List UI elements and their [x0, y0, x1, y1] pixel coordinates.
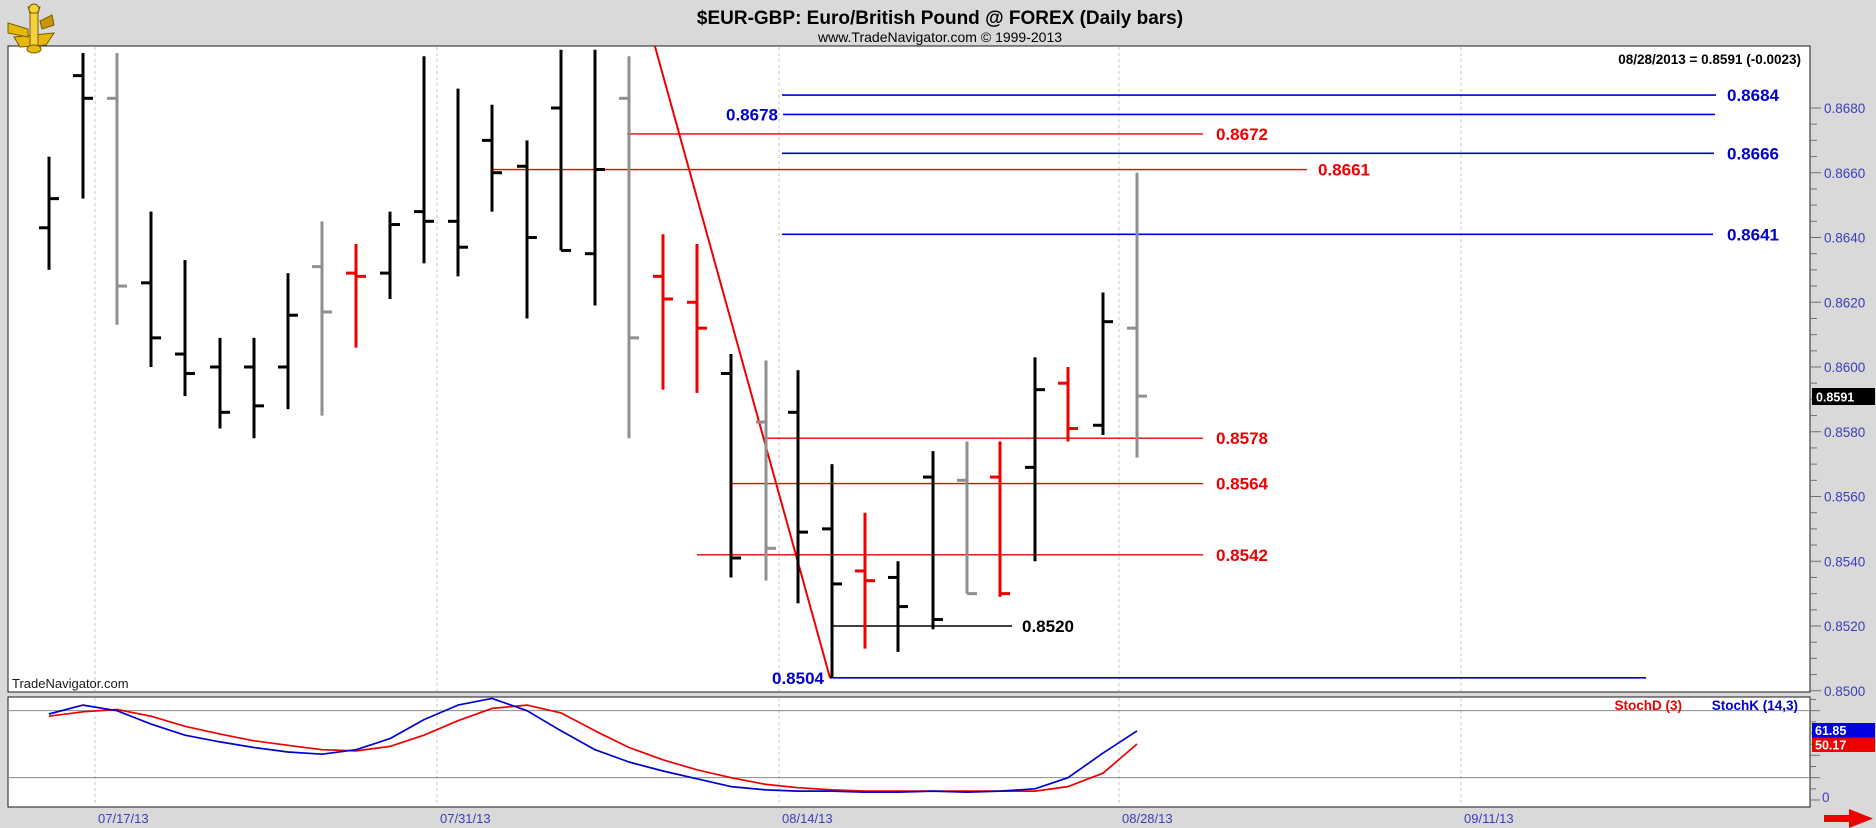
ohlc-bar[interactable]	[855, 512, 875, 649]
price-tick-label: 0.8520	[1824, 619, 1865, 634]
ohlc-bar[interactable]	[141, 211, 161, 367]
price-tick-label: 0.8540	[1824, 554, 1865, 569]
ohlc-bar[interactable]	[39, 156, 59, 270]
chart-title: $EUR-GBP: Euro/British Pound @ FOREX (Da…	[697, 8, 1183, 29]
date-label-07/31/13: 07/31/13	[440, 811, 491, 826]
price-tick-label: 0.8640	[1824, 231, 1865, 246]
level-label-0.8678: 0.8678	[726, 105, 778, 124]
ohlc-bar[interactable]	[687, 243, 707, 393]
level-label-0.8684: 0.8684	[1727, 86, 1780, 105]
level-label-0.8564: 0.8564	[1216, 475, 1269, 494]
level-label-0.8578: 0.8578	[1216, 429, 1268, 448]
price-tick-label: 0.8560	[1824, 490, 1865, 505]
ohlc-bar[interactable]	[788, 370, 808, 604]
ohlc-bar[interactable]	[210, 337, 230, 429]
price-axis: 0.8500 0.8520 0.8540 0.8560 0.8580 0.8600 0.86…	[1810, 101, 1865, 801]
scroll-right-arrow-button[interactable]	[1824, 809, 1873, 828]
ohlc-bar[interactable]	[278, 273, 298, 410]
stoch-zero-label: 0	[1822, 790, 1830, 805]
stochd-value-tag: 50.17	[1812, 737, 1875, 753]
stochd-value: 50.17	[1815, 739, 1846, 753]
last-quote-readout: 08/28/2013 = 0.8591 (-0.0023)	[1618, 52, 1801, 67]
ohlc-bar[interactable]	[244, 337, 264, 439]
ohlc-bar[interactable]	[756, 360, 776, 581]
stochastic-panel[interactable]	[7, 696, 1811, 808]
ohlc-bar[interactable]	[653, 234, 673, 390]
ohlc-bar[interactable]	[312, 221, 332, 416]
time-axis: 07/17/13 07/31/13 08/14/13 08/28/13 09/11/13	[98, 811, 1514, 826]
stochd-legend-label[interactable]: StochD (3)	[1615, 698, 1683, 713]
price-tick-label: 0.8620	[1824, 295, 1865, 310]
current-price-tag: 0.8591	[1812, 388, 1875, 405]
current-price-tag-value: 0.8591	[1816, 391, 1854, 405]
trendline-layer	[654, 46, 831, 679]
ohlc-bar[interactable]	[888, 561, 908, 652]
level-label-0.8504: 0.8504	[772, 669, 825, 688]
date-label-09/11/13: 09/11/13	[1464, 811, 1514, 826]
tradenavigator-logo-icon	[7, 3, 56, 54]
ohlc-bars-layer	[39, 49, 1147, 678]
stochastic-lines-layer	[9, 697, 1809, 794]
stochk-legend-label[interactable]: StochK (14,3)	[1712, 698, 1798, 713]
level-label-0.8520: 0.8520	[1022, 617, 1074, 636]
ohlc-bar[interactable]	[107, 52, 127, 325]
watermark-text: TradeNavigator.com	[12, 676, 129, 691]
level-label-0.8661: 0.8661	[1318, 161, 1370, 180]
price-tick-label: 0.8680	[1824, 101, 1865, 116]
ohlc-bar[interactable]	[551, 49, 571, 252]
level-label-0.8641: 0.8641	[1727, 225, 1779, 244]
level-label-0.8666: 0.8666	[1727, 144, 1779, 163]
ohlc-bar[interactable]	[414, 56, 434, 264]
price-tick-label: 0.8660	[1824, 166, 1865, 181]
ohlc-bar[interactable]	[73, 52, 93, 199]
price-tick-label: 0.8600	[1824, 360, 1865, 375]
date-gridlines	[94, 47, 1462, 806]
ohlc-bar[interactable]	[175, 260, 195, 397]
date-label-08/14/13: 08/14/13	[782, 811, 833, 826]
stochk-line[interactable]	[48, 697, 1138, 794]
ohlc-bar[interactable]	[482, 104, 502, 212]
ohlc-bar[interactable]	[346, 243, 366, 348]
support-resistance-levels: 0.8684 0.8678 0.8672 0.8666 0.8661 0.8641 0.85…	[491, 86, 1780, 688]
stochk-value: 61.85	[1815, 724, 1846, 738]
date-label-07/17/13: 07/17/13	[98, 811, 149, 826]
price-tick-label: 0.8500	[1824, 684, 1865, 699]
price-tick-label: 0.8580	[1824, 425, 1865, 440]
ohlc-bar[interactable]	[585, 49, 605, 306]
ohlc-bar[interactable]	[957, 441, 977, 596]
date-label-08/28/13: 08/28/13	[1122, 811, 1173, 826]
ohlc-bar[interactable]	[923, 451, 943, 630]
main-chart-panel[interactable]	[7, 45, 1811, 693]
level-label-0.8542: 0.8542	[1216, 546, 1268, 565]
ohlc-bar[interactable]	[448, 88, 468, 277]
ohlc-bar[interactable]	[380, 211, 400, 300]
ohlc-bar[interactable]	[1025, 357, 1045, 562]
ohlc-bar[interactable]	[721, 354, 741, 578]
ohlc-bar[interactable]	[1127, 172, 1147, 458]
ohlc-bar[interactable]	[517, 140, 537, 319]
ohlc-bar[interactable]	[822, 464, 842, 678]
ohlc-bar[interactable]	[990, 441, 1010, 597]
ohlc-bar[interactable]	[619, 56, 639, 439]
stochk-value-tag: 61.85	[1812, 723, 1875, 738]
ohlc-bar[interactable]	[1093, 292, 1113, 435]
ohlc-bar[interactable]	[1058, 367, 1078, 442]
level-label-0.8672: 0.8672	[1216, 125, 1268, 144]
down-trendline[interactable]	[654, 46, 831, 679]
chart-subtitle: www.TradeNavigator.com © 1999-2013	[817, 29, 1062, 45]
